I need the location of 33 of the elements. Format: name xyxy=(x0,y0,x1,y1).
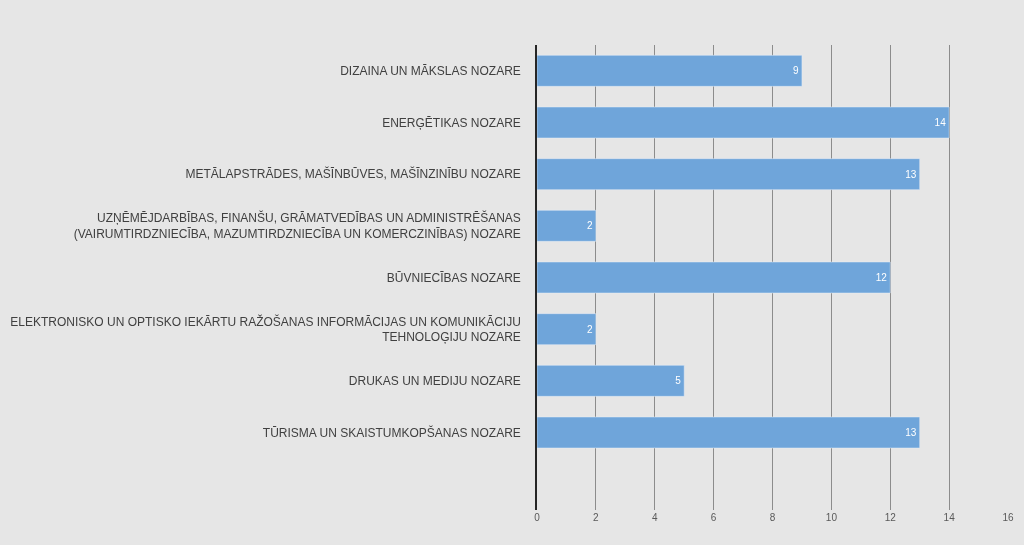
bar xyxy=(537,210,597,242)
y-tick-label: DRUKAS UN MEDIJU NOZARE xyxy=(348,374,521,389)
x-tick-label: 6 xyxy=(710,512,717,523)
bar xyxy=(537,158,920,190)
y-tick-label: BŪVNIECĪBAS NOZARE xyxy=(386,270,521,285)
y-tick-label: ELEKTRONISKO UN OPTISKO IEKĀRTU RAŽOŠANAS INFORMĀCIJAS UN KOMUNIKĀCIJU TEHNOLOĢIJU NOZARE xyxy=(10,313,521,345)
y-tick-label: TŪRISMA UN SKAISTUMKOPŠANAS NOZARE xyxy=(262,424,521,440)
y-tick-label: METĀLAPSTRĀDES, MAŠĪNBŪVES, MAŠĪNZINĪBU NOZARE xyxy=(185,166,521,182)
x-tick-label: 4 xyxy=(651,512,658,523)
y-tick-label: DIZAINA UN MĀKSLAS NOZARE xyxy=(340,64,521,79)
data-label: 2 xyxy=(586,323,593,335)
x-tick-label: 2 xyxy=(593,512,600,523)
data-label: 9 xyxy=(792,65,799,77)
bar xyxy=(537,313,597,345)
bar xyxy=(537,261,891,294)
data-label: 5 xyxy=(675,375,682,387)
x-tick-label: 10 xyxy=(825,512,838,523)
x-tick-label: 8 xyxy=(769,512,776,523)
data-label: 12 xyxy=(875,272,888,283)
y-tick-label: ENERĢĒTIKAS NOZARE xyxy=(382,115,521,130)
data-label: 13 xyxy=(905,168,917,180)
bar xyxy=(537,106,950,139)
x-tick-label: 0 xyxy=(534,512,541,523)
data-label: 2 xyxy=(586,220,593,232)
x-tick-label: 16 xyxy=(1002,512,1014,523)
x-tick-label: 14 xyxy=(943,512,956,523)
data-label: 14 xyxy=(934,117,947,128)
data-label: 13 xyxy=(905,427,917,438)
bar xyxy=(537,55,803,87)
bar xyxy=(537,416,920,449)
bar xyxy=(537,365,685,397)
x-tick-label: 12 xyxy=(884,512,897,523)
y-tick-label: UZŅĒMĒJDARBĪBAS, FINANŠU, GRĀMATVEDĪBAS UN ADMINISTRĒŠANAS (VAIRUMTIRDZNIECĪBA, MAZUMTIRDZNIECĪBA UN KOMERCZINĪBAS) NOZARE xyxy=(73,210,521,241)
